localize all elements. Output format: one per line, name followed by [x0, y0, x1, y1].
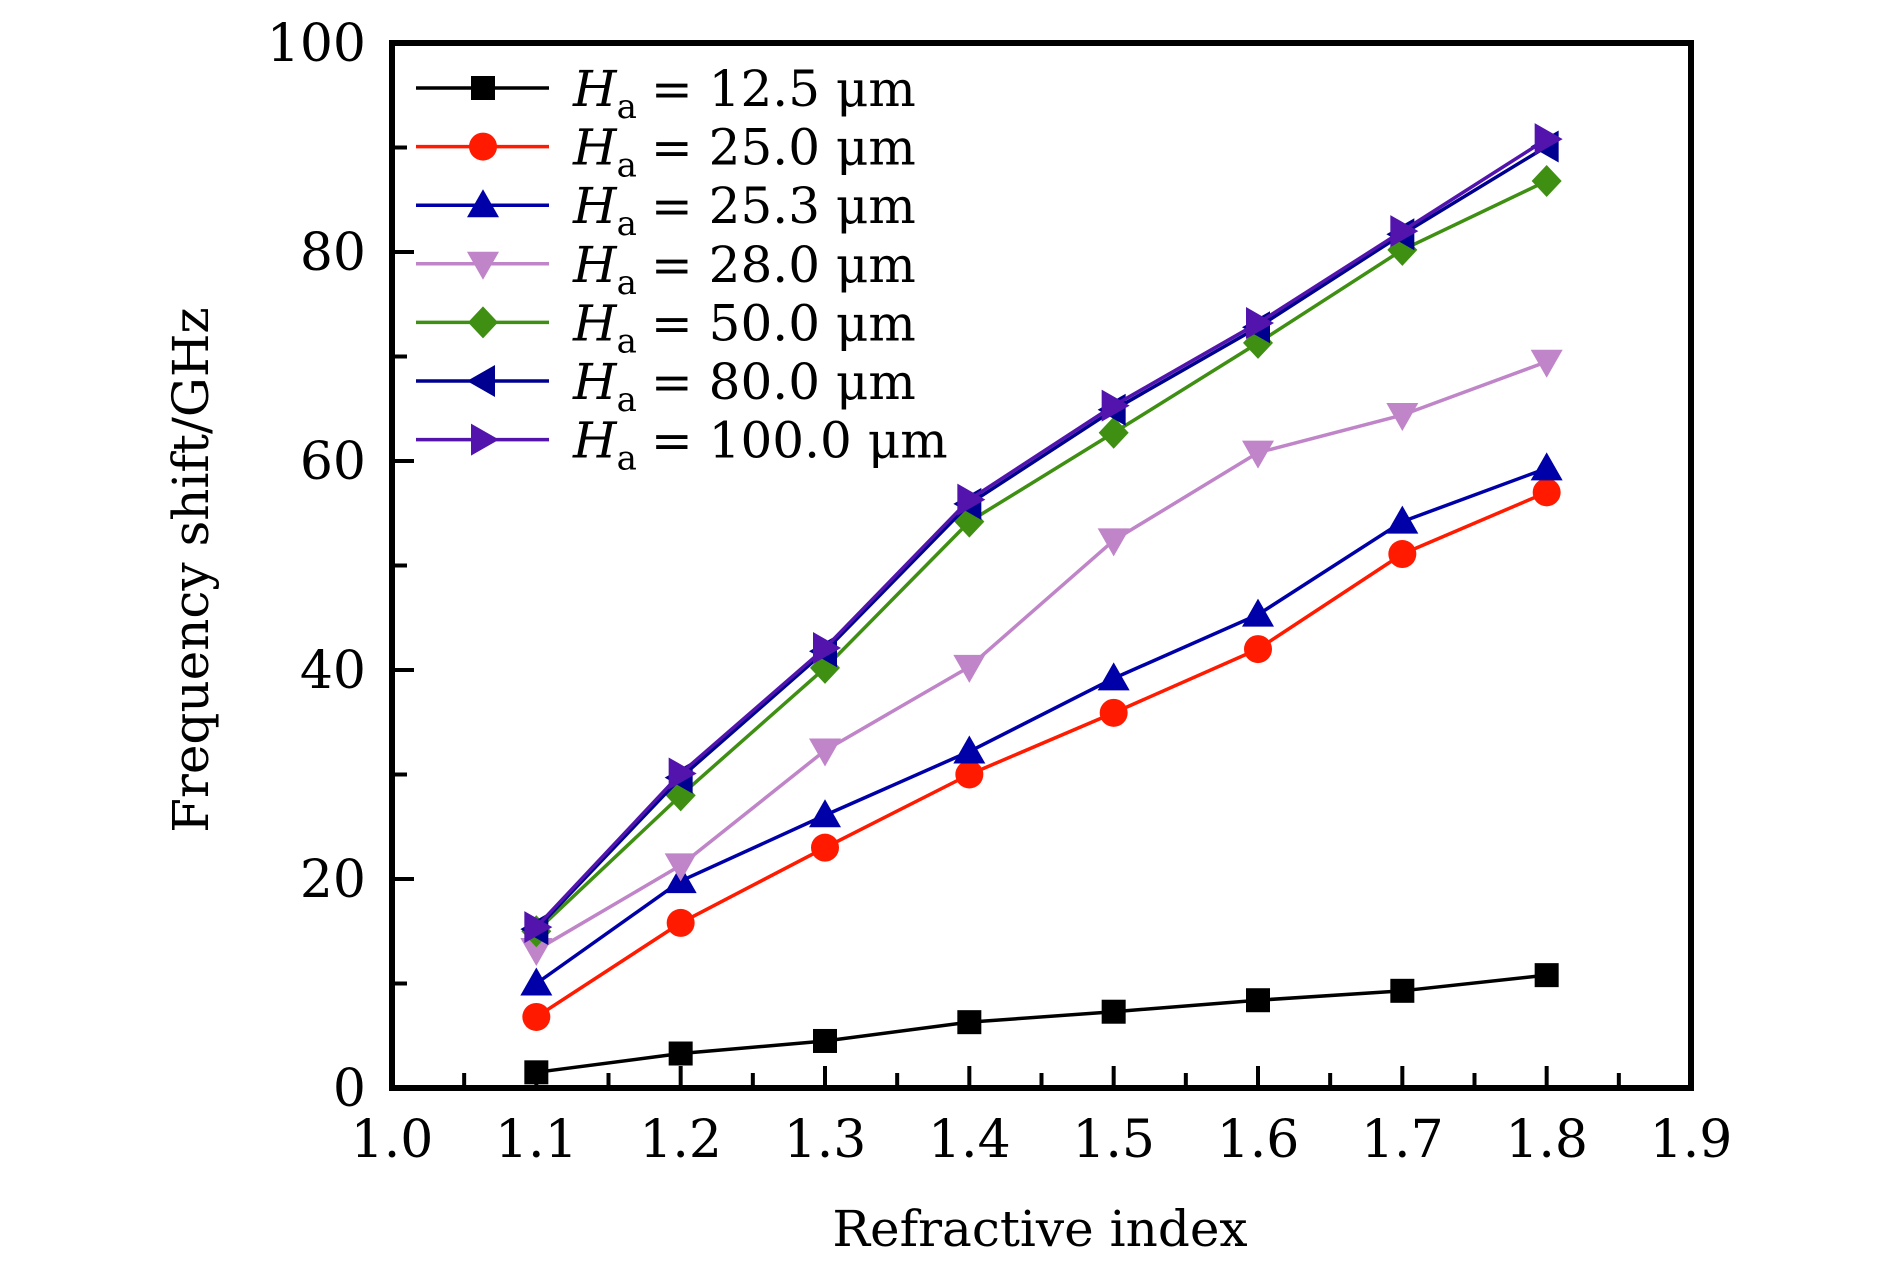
x-axis-title: Refractive index [832, 1200, 1247, 1258]
data-point [664, 853, 697, 882]
series-line [536, 973, 1547, 1075]
data-point [955, 760, 984, 789]
data-point [809, 799, 841, 828]
data-point [1530, 452, 1563, 481]
data-point [953, 654, 986, 683]
x-tick-label: 1.0 [351, 1110, 434, 1170]
x-tick-label: 1.8 [1505, 1110, 1588, 1170]
series-line [535, 360, 1548, 952]
series-line [535, 179, 1548, 933]
data-point [1246, 307, 1274, 340]
y-tick-label: 20 [300, 850, 366, 910]
data-point [1390, 215, 1419, 248]
y-tick-label: 80 [300, 223, 366, 283]
data-point [1534, 123, 1563, 156]
data-point [666, 908, 695, 937]
data-point [520, 967, 553, 996]
series-line [535, 137, 1548, 929]
series-7 [524, 123, 1563, 944]
data-point [1097, 662, 1130, 691]
data-point [809, 738, 841, 767]
data-point [1530, 349, 1563, 378]
data-point [1534, 963, 1559, 988]
legend-item: Ha = 25.0 μm [416, 119, 916, 186]
series-3 [520, 452, 1563, 996]
x-tick-label: 1.7 [1361, 1110, 1444, 1170]
data-point [524, 911, 553, 944]
x-tick-label: 1.1 [495, 1110, 578, 1170]
data-point [1242, 598, 1274, 627]
legend-label: Ha = 25.0 μm [572, 119, 916, 186]
data-point [957, 483, 986, 516]
data-point [1101, 999, 1126, 1024]
legend-marker [469, 132, 497, 161]
data-point [1246, 988, 1270, 1013]
data-point [1386, 403, 1419, 432]
legend-item: Ha = 100.0 μm [416, 412, 948, 479]
series-2 [522, 478, 1561, 1031]
x-tick-label: 1.5 [1072, 1110, 1155, 1170]
data-point [1098, 416, 1129, 449]
legend-marker [468, 306, 498, 339]
y-tick-labels: 0 20 40 60 80 100 [267, 14, 366, 1119]
legend-marker [467, 189, 499, 218]
data-point [1244, 635, 1272, 664]
data-point [1531, 164, 1562, 197]
x-tick-label: 1.2 [639, 1110, 722, 1170]
y-tick-label: 60 [300, 432, 366, 492]
legend-item: Ha = 80.0 μm [416, 353, 916, 420]
data-point [1242, 440, 1274, 469]
legend-marker [467, 251, 499, 280]
legend-label: Ha = 50.0 μm [572, 294, 916, 361]
data-point [811, 833, 839, 862]
data-point [953, 735, 986, 764]
y-tick-label: 40 [300, 641, 366, 701]
legend-marker [471, 76, 495, 100]
data-point [813, 1028, 837, 1053]
data-point [1532, 478, 1561, 507]
data-point [1388, 540, 1417, 569]
data-point [1101, 389, 1130, 422]
axis-ticks [390, 41, 1693, 1090]
y-tick-label: 100 [267, 14, 366, 74]
data-point [1390, 978, 1415, 1003]
series-line [535, 490, 1548, 1019]
x-tick-labels: 1.0 1.1 1.2 1.3 1.4 1.5 1.6 1.7 1.8 1.9 [351, 1110, 1733, 1170]
data-point [813, 632, 841, 665]
x-tick-label: 1.4 [928, 1110, 1011, 1170]
data-point [957, 1010, 982, 1035]
y-tick-label: 0 [333, 1059, 366, 1119]
series-line [535, 466, 1548, 985]
legend-item: Ha = 50.0 μm [416, 294, 916, 361]
data-point [668, 757, 697, 790]
data-point [1099, 698, 1128, 727]
legend-label: Ha = 80.0 μm [572, 353, 916, 420]
data-point [520, 938, 553, 967]
y-axis-title: Frequency shift/GHz [162, 307, 220, 833]
data-point [668, 1041, 693, 1066]
x-tick-label: 1.3 [784, 1110, 867, 1170]
legend-marker [471, 423, 499, 456]
data-point [522, 1002, 551, 1031]
legend-item: Ha = 28.0 μm [416, 236, 916, 303]
legend-item: Ha = 12.5 μm [416, 60, 916, 127]
legend-label: Ha = 100.0 μm [572, 412, 948, 479]
series-layer [520, 123, 1563, 1085]
data-point [1386, 505, 1419, 534]
data-point [1097, 528, 1130, 557]
legend-label: Ha = 25.3 μm [572, 177, 916, 244]
x-tick-label: 1.6 [1217, 1110, 1300, 1170]
legend-label: Ha = 28.0 μm [572, 236, 916, 303]
series-1 [524, 963, 1559, 1085]
x-tick-label: 1.9 [1650, 1110, 1733, 1170]
series-line [535, 144, 1548, 931]
legend-marker [467, 365, 495, 397]
legend-label: Ha = 12.5 μm [572, 60, 916, 127]
legend-item: Ha = 25.3 μm [416, 177, 916, 244]
series-4 [520, 349, 1563, 967]
